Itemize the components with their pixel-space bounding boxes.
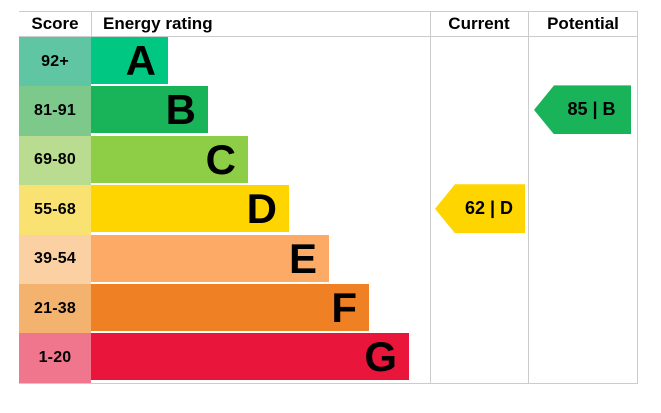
- header-bottom-border: [19, 36, 638, 37]
- band-row-g: 1-20 G: [19, 333, 409, 383]
- band-score-cell: 21-38: [19, 284, 91, 334]
- table-top-border: [19, 11, 638, 12]
- band-bar: D: [91, 185, 289, 233]
- score-column-divider: [91, 11, 92, 36]
- band-score-cell: 55-68: [19, 185, 91, 235]
- current-column-header: Current: [448, 14, 510, 33]
- band-row-c: 69-80 C: [19, 135, 248, 186]
- potential-column-header: Potential: [547, 14, 619, 33]
- band-bar: E: [91, 234, 329, 282]
- potential-rating-arrow: 85 | B: [534, 85, 631, 135]
- band-row-a: 92+ A: [19, 37, 168, 87]
- band-bar: G: [91, 333, 409, 381]
- band-score-cell: 39-54: [19, 234, 91, 284]
- band-row-f: 21-38 F: [19, 284, 369, 334]
- table-right-border: [637, 11, 638, 383]
- band-score-cell: 92+: [19, 37, 91, 87]
- band-row-e: 39-54 E: [19, 234, 329, 284]
- band-bar: F: [91, 284, 369, 331]
- potential-column-divider: [528, 11, 529, 383]
- band-score-cell: 69-80: [19, 135, 91, 186]
- band-row-d: 55-68 D: [19, 185, 289, 235]
- band-bar: C: [91, 135, 248, 183]
- current-column-divider: [430, 11, 431, 383]
- band-score-cell: 81-91: [19, 86, 91, 136]
- energy-rating-column-header: Energy rating: [103, 14, 213, 33]
- table-bottom-border: [19, 383, 638, 384]
- current-rating-arrow: 62 | D: [435, 184, 525, 234]
- band-bar: B: [91, 86, 208, 134]
- band-score-cell: 1-20: [19, 333, 91, 383]
- band-bar: A: [91, 37, 168, 84]
- band-row-b: 81-91 B: [19, 86, 208, 136]
- score-column-header: Score: [31, 14, 79, 33]
